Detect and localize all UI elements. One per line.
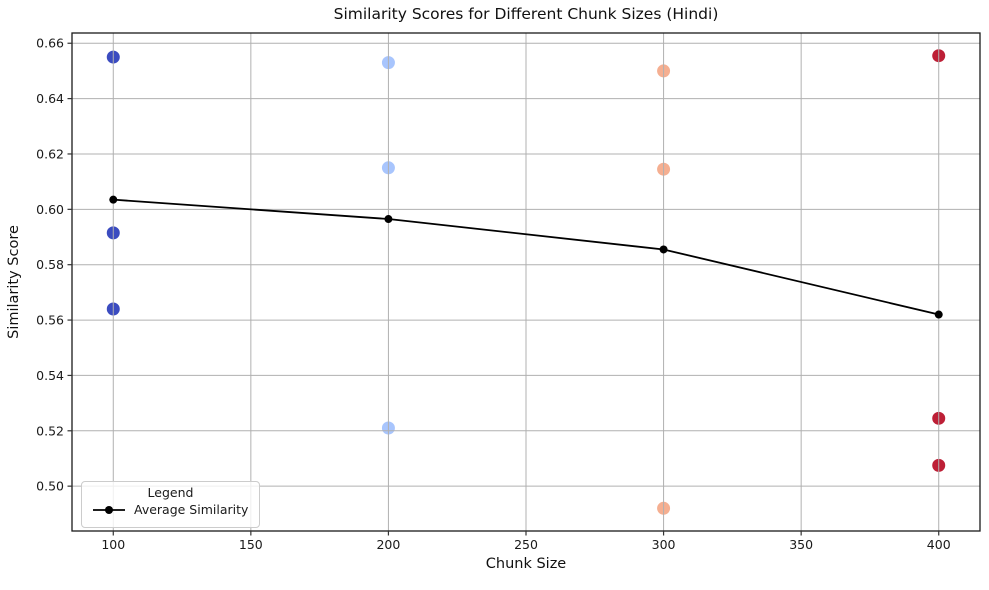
chart-title: Similarity Scores for Different Chunk Si… [333, 5, 719, 23]
y-tick-label-0.60: 0.60 [36, 202, 64, 217]
legend-dot-sample [105, 505, 113, 514]
average-marker-300 [659, 245, 668, 254]
average-marker-100 [109, 195, 118, 204]
x-tick-label-250: 250 [514, 537, 538, 552]
x-tick-label-300: 300 [652, 537, 676, 552]
average-marker-200 [384, 215, 393, 224]
y-tick-label-0.64: 0.64 [36, 91, 64, 106]
line-dot-marker-icon [93, 505, 125, 514]
y-tick-label-0.66: 0.66 [36, 36, 64, 51]
x-tick-label-400: 400 [927, 537, 951, 552]
x-tick-label-350: 350 [789, 537, 813, 552]
y-tick-label-0.58: 0.58 [36, 257, 64, 272]
x-tick-label-100: 100 [101, 537, 125, 552]
legend-entry-average-similarity: Average Similarity [82, 502, 259, 517]
x-tick-label-200: 200 [376, 537, 400, 552]
y-axis-label: Similarity Score [6, 225, 22, 339]
average-similarity-line [113, 198, 939, 316]
x-axis-label: Chunk Size [485, 556, 567, 572]
legend-entry-label: Average Similarity [134, 502, 249, 517]
legend: Legend Average Similarity [81, 481, 260, 528]
y-tick-label-0.56: 0.56 [36, 313, 64, 328]
y-tick-label-0.52: 0.52 [36, 423, 64, 438]
y-tick-label-0.62: 0.62 [36, 146, 64, 161]
x-tick-label-150: 150 [239, 537, 263, 552]
average-marker-400 [934, 310, 943, 319]
y-tick-label-0.54: 0.54 [36, 368, 64, 383]
legend-title: Legend [147, 485, 194, 500]
y-tick-label-0.50: 0.50 [36, 479, 64, 494]
